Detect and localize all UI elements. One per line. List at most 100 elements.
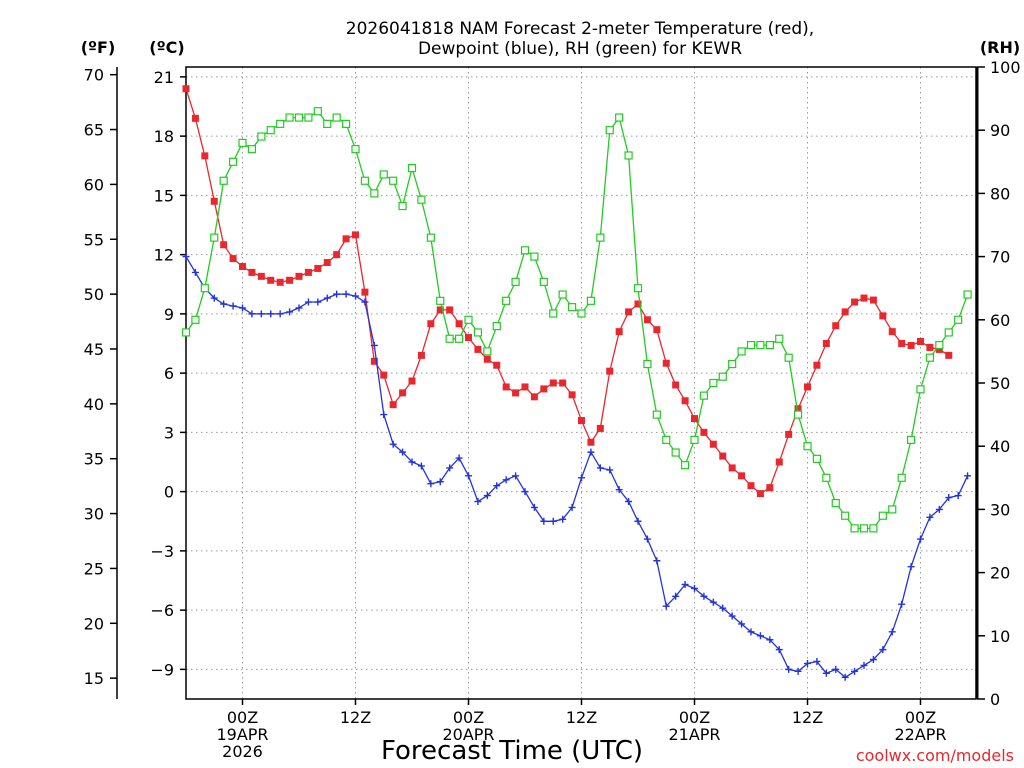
point-rh <box>690 435 699 444</box>
point-rh <box>680 461 690 470</box>
point-rh <box>916 385 925 394</box>
point-temperature <box>502 383 510 391</box>
series-line-temperature <box>185 88 950 495</box>
c-tick-label: 21 <box>154 68 174 87</box>
point-rh <box>624 151 633 160</box>
x-tick-label: 00Z <box>453 708 484 727</box>
point-temperature <box>417 351 425 359</box>
point-dewpoint <box>596 464 604 472</box>
point-temperature <box>408 377 416 385</box>
point-rh <box>210 233 219 242</box>
point-temperature <box>399 389 407 397</box>
f-tick-label: 25 <box>84 559 104 578</box>
point-rh <box>869 524 878 533</box>
point-dewpoint <box>286 308 294 316</box>
x-tick-label: 12Z <box>340 708 371 727</box>
point-dewpoint <box>239 304 246 312</box>
point-temperature <box>220 241 228 249</box>
series-line-dewpoint <box>185 256 969 679</box>
point-temperature <box>813 361 821 369</box>
point-dewpoint <box>709 598 717 606</box>
point-temperature <box>728 464 736 472</box>
point-rh <box>473 328 483 337</box>
point-dewpoint <box>851 667 859 675</box>
point-dewpoint <box>314 298 322 306</box>
c-tick-label: 6 <box>164 364 174 383</box>
point-temperature <box>389 401 397 409</box>
point-rh <box>360 176 370 185</box>
point-temperature <box>860 294 868 302</box>
point-dewpoint <box>926 513 934 521</box>
series-line-rh <box>185 110 969 530</box>
point-rh <box>520 246 530 255</box>
point-temperature <box>907 341 915 349</box>
point-dewpoint <box>530 503 538 511</box>
point-rh <box>784 353 793 362</box>
point-rh <box>906 435 916 444</box>
point-rh <box>304 113 313 122</box>
point-rh <box>605 126 614 135</box>
point-dewpoint <box>427 480 435 488</box>
point-dewpoint <box>672 592 680 600</box>
point-dewpoint <box>917 535 924 543</box>
point-temperature <box>323 259 331 267</box>
f-tick-label: 65 <box>84 121 104 140</box>
point-temperature <box>210 197 218 205</box>
point-temperature <box>653 326 661 334</box>
rh-tick-label: 50 <box>990 374 1010 393</box>
point-dewpoint <box>352 292 359 300</box>
point-rh <box>944 328 953 337</box>
point-temperature <box>483 355 491 363</box>
point-temperature <box>794 405 802 413</box>
point-rh <box>709 378 718 388</box>
point-rh <box>266 126 275 135</box>
point-dewpoint <box>964 472 972 480</box>
point-dewpoint <box>860 661 868 669</box>
point-temperature <box>380 371 388 379</box>
point-rh <box>897 473 906 482</box>
point-rh <box>351 145 360 154</box>
point-rh <box>841 511 850 520</box>
point-dewpoint <box>700 592 708 600</box>
point-dewpoint <box>257 310 265 318</box>
rh-tick-label: 80 <box>990 184 1010 203</box>
point-dewpoint <box>380 411 388 419</box>
point-dewpoint <box>182 253 190 261</box>
point-temperature <box>841 308 849 316</box>
point-temperature <box>559 379 567 387</box>
point-temperature <box>295 272 303 280</box>
point-rh <box>332 113 341 122</box>
point-temperature <box>436 306 444 314</box>
point-temperature <box>276 278 284 286</box>
f-tick-label: 50 <box>84 285 104 304</box>
point-dewpoint <box>540 517 548 525</box>
point-rh <box>511 277 520 286</box>
point-temperature <box>945 351 953 359</box>
rh-tick-label: 10 <box>990 627 1010 646</box>
point-rh <box>728 359 737 369</box>
credit-text: coolwx.com/models <box>856 746 1014 765</box>
point-rh <box>341 119 351 128</box>
x-tick-label: 19APR <box>216 725 268 744</box>
x-tick-label: 22APR <box>894 725 946 744</box>
point-temperature <box>804 383 811 391</box>
point-rh <box>247 145 257 154</box>
point-rh <box>586 296 596 305</box>
point-dewpoint <box>408 458 416 466</box>
point-temperature <box>926 343 934 351</box>
point-rh <box>426 233 435 242</box>
point-temperature <box>785 430 793 438</box>
point-rh <box>662 435 671 444</box>
point-dewpoint <box>813 657 821 665</box>
x-tick-label: 12Z <box>566 708 597 727</box>
point-temperature <box>634 300 642 308</box>
point-temperature <box>625 308 633 316</box>
point-dewpoint <box>794 667 802 675</box>
series-dewpoint <box>182 253 972 681</box>
point-temperature <box>493 361 501 369</box>
point-dewpoint <box>634 517 642 525</box>
point-rh <box>219 176 228 185</box>
rh-tick-label: 40 <box>990 437 1010 456</box>
